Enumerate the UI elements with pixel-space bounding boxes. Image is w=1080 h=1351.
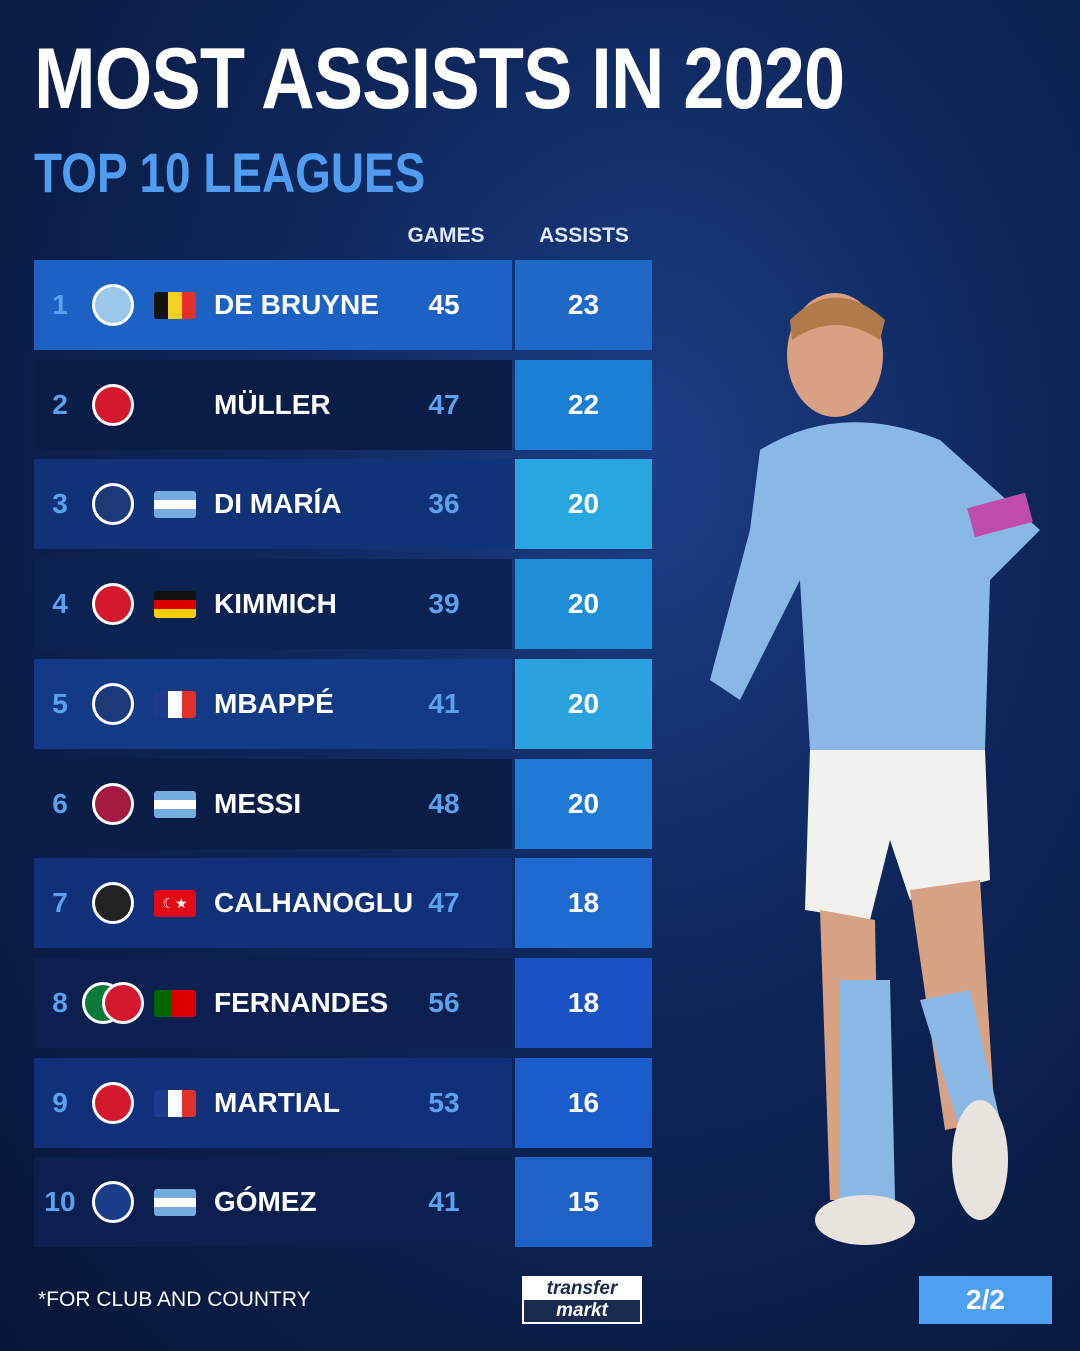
player-name: CALHANOGLU: [214, 887, 414, 919]
assists-value: 20: [515, 559, 652, 650]
table-row: 7 ☾★ CALHANOGLU 47 18: [34, 858, 652, 949]
player-name: DE BRUYNE: [214, 289, 379, 320]
table-row: 5 MBAPPÉ 41 20: [34, 658, 652, 749]
assists-value: 20: [515, 658, 652, 749]
games-value: 41: [428, 687, 460, 719]
player-name: DI MARÍA: [214, 488, 342, 520]
player-name: KIMMICH: [214, 588, 337, 620]
assists-value: 16: [515, 1057, 652, 1148]
table-row: 2 MÜLLER 47 22: [34, 359, 652, 450]
assists-value: 15: [515, 1157, 652, 1248]
assists-value: 18: [515, 957, 652, 1048]
rank: 5: [52, 687, 68, 719]
logo-line2: markt: [524, 1300, 640, 1322]
club-badge-icon: [92, 782, 134, 825]
column-header-games: GAMES: [407, 224, 485, 247]
player-name: MESSI: [214, 787, 302, 819]
player-name: GÓMEZ: [214, 1186, 317, 1218]
table-row: 6 MESSI 48 20: [34, 758, 652, 849]
table-row: 4 KIMMICH 39 20: [34, 559, 652, 650]
rank: 7: [52, 887, 68, 919]
page-subtitle: TOP 10 LEAGUES: [34, 141, 426, 204]
club-badge-icon: [92, 483, 134, 526]
table-row: 3 DI MARÍA 36 20: [34, 459, 652, 550]
games-value: 45: [428, 289, 460, 320]
rank: 4: [52, 588, 68, 620]
assists-value: 18: [515, 858, 652, 949]
table-row: 10 GÓMEZ 41 15: [34, 1157, 652, 1248]
rank: 2: [52, 388, 68, 420]
flag-argentina-icon: [154, 790, 196, 818]
club-badge-icon: [92, 1081, 134, 1124]
rank: 6: [52, 787, 68, 819]
logo-line1: transfer: [546, 1278, 618, 1299]
page-indicator: 2/2: [919, 1276, 1052, 1324]
footnote: *FOR CLUB AND COUNTRY: [38, 1288, 311, 1311]
table-row: 1 DE BRUYNE 45 23: [34, 260, 652, 350]
player-name: FERNANDES: [214, 986, 389, 1018]
games-value: 47: [428, 887, 460, 919]
games-value: 39: [428, 588, 460, 620]
club-badge-icon: [92, 682, 134, 725]
table-row: 9 MARTIAL 53 16: [34, 1057, 652, 1148]
games-value: 56: [428, 986, 460, 1018]
player-name: MÜLLER: [214, 388, 331, 420]
club-badge-icon: [92, 1181, 134, 1224]
assists-value: 22: [515, 359, 652, 450]
flag-argentina-icon: [154, 1189, 196, 1217]
flag-belgium-icon: [154, 292, 196, 319]
player-name: MARTIAL: [214, 1086, 340, 1118]
flag-germany-icon: [154, 591, 196, 619]
flag-argentina-icon: [154, 491, 196, 519]
rank: 9: [52, 1086, 68, 1118]
games-value: 41: [428, 1186, 460, 1218]
page-title: MOST ASSISTS IN 2020: [34, 31, 845, 127]
flag-france-icon: [154, 690, 196, 718]
club-badge-man-utd-icon: [102, 981, 144, 1024]
rank: 3: [52, 488, 68, 520]
table-row: 8 FERNANDES 56 18: [34, 957, 652, 1048]
games-value: 48: [428, 787, 460, 819]
flag-france-icon: [154, 1089, 196, 1117]
club-badge-icon: [92, 383, 134, 426]
assists-value: 20: [515, 459, 652, 550]
flag-portugal-icon: [154, 989, 196, 1017]
player-name: MBAPPÉ: [214, 687, 334, 719]
flag-turkey-icon: ☾★: [154, 890, 196, 918]
club-badge-icon: [92, 882, 134, 925]
column-header-assists: ASSISTS: [539, 224, 629, 247]
rank: 1: [52, 289, 68, 320]
rank: 10: [44, 1186, 76, 1218]
assists-value: 23: [515, 260, 652, 350]
club-badge-icon: [92, 284, 134, 326]
assists-value: 20: [515, 758, 652, 849]
rank: 8: [52, 986, 68, 1018]
games-value: 47: [428, 388, 460, 420]
games-value: 53: [428, 1086, 460, 1118]
games-value: 36: [428, 488, 460, 520]
transfermarkt-logo: transfer markt: [522, 1276, 642, 1324]
player-photo: [710, 293, 1040, 1245]
club-badge-icon: [92, 583, 134, 626]
